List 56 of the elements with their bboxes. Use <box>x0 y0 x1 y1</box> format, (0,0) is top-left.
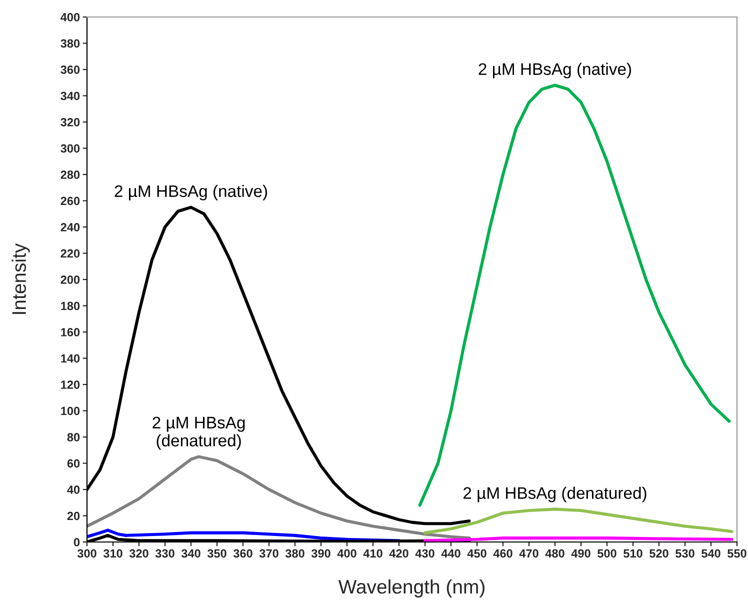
x-tick-label: 350 <box>207 549 226 558</box>
x-tick-label: 470 <box>519 549 538 558</box>
x-tick-label: 430 <box>415 549 434 558</box>
y-tick-label: 320 <box>60 118 80 126</box>
y-tick-label: 260 <box>60 196 80 206</box>
x-tick-label: 540 <box>702 549 720 558</box>
x-tick-label: 300 <box>77 549 96 558</box>
x-tick-label: 450 <box>467 549 486 558</box>
x-tick-label: 330 <box>155 549 174 558</box>
series-label: 2 µM HBsAg (native) <box>478 62 632 78</box>
series-label: 2 µM HBsAg (denatured) <box>152 416 245 450</box>
y-tick-label: 340 <box>60 92 80 100</box>
x-tick-label: 510 <box>624 549 642 558</box>
x-tick-label: 530 <box>676 549 694 558</box>
y-tick-label: 20 <box>67 512 80 520</box>
x-tick-label: 460 <box>493 549 512 558</box>
line-series <box>87 455 471 540</box>
x-tick-label: 500 <box>598 549 616 558</box>
y-tick-label: 200 <box>60 276 80 284</box>
y-tick-label: 380 <box>60 39 80 48</box>
y-tick-label: 0 <box>74 538 80 546</box>
x-tick-label: 420 <box>389 549 408 558</box>
line-series <box>418 84 731 507</box>
line-series <box>423 508 734 534</box>
y-tick-label: 300 <box>60 144 80 153</box>
x-tick-label: 390 <box>311 549 330 558</box>
x-tick-label: 370 <box>259 549 278 558</box>
x-tick-label: 340 <box>181 549 200 558</box>
x-tick-label: 440 <box>441 549 460 558</box>
y-tick-label: 280 <box>60 170 80 179</box>
y-axis-title: Intensity <box>12 243 30 314</box>
y-tick-label: 100 <box>61 406 80 416</box>
series-label: 2 µM HBsAg (denatured) <box>464 486 646 502</box>
x-tick-label: 480 <box>545 549 564 558</box>
y-tick-label: 400 <box>60 13 80 22</box>
y-tick-label: 40 <box>67 486 80 494</box>
x-tick-label: 550 <box>728 549 746 558</box>
y-tick-label: 360 <box>60 66 80 74</box>
x-tick-label: 320 <box>129 549 148 558</box>
x-tick-label: 520 <box>650 549 668 558</box>
series-label: 2 µM HBsAg (native) <box>114 184 268 200</box>
x-tick-label: 400 <box>337 549 356 558</box>
x-tick-label: 380 <box>285 549 304 558</box>
x-axis-title: Wavelength (nm) <box>338 579 484 598</box>
x-tick-label: 410 <box>363 549 382 558</box>
y-tick-label: 160 <box>61 328 80 336</box>
x-tick-label: 310 <box>103 549 122 558</box>
y-tick-label: 240 <box>60 223 80 232</box>
y-tick-label: 120 <box>61 380 80 389</box>
y-tick-label: 140 <box>61 354 80 363</box>
y-tick-label: 220 <box>60 249 80 258</box>
y-tick-label: 60 <box>67 459 80 468</box>
x-tick-label: 490 <box>571 549 590 558</box>
y-tick-label: 180 <box>61 302 80 310</box>
y-tick-label: 80 <box>67 433 80 442</box>
x-tick-label: 360 <box>233 549 252 558</box>
